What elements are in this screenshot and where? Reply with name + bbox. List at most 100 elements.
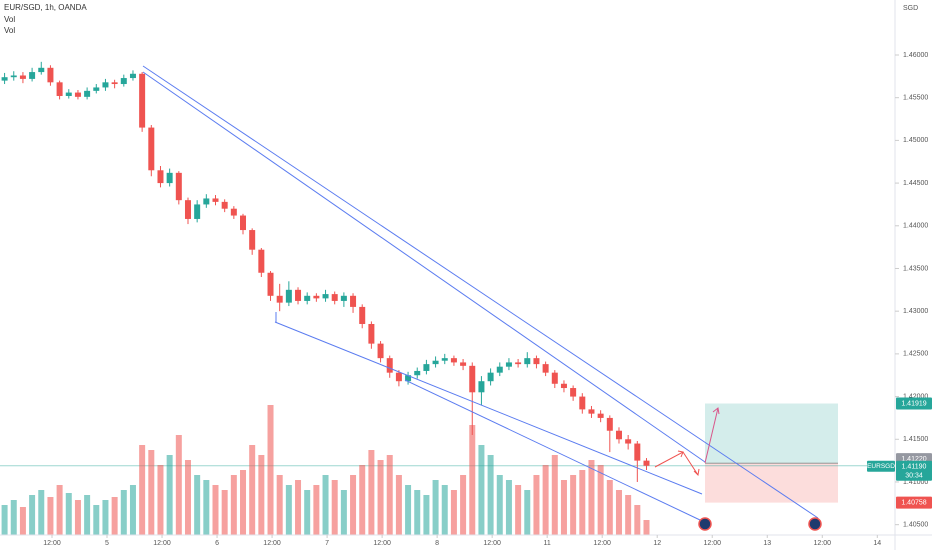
volume-bar <box>258 455 265 535</box>
candle-body <box>120 78 127 85</box>
x-tick-label: 12:00 <box>153 540 171 547</box>
volume-bar <box>643 520 650 535</box>
volume-bar <box>377 460 384 535</box>
profit-zone <box>705 403 838 464</box>
candle-body <box>615 430 622 440</box>
entry-label-text: 1.41220 <box>901 456 926 463</box>
candle-body <box>267 272 274 296</box>
candle-body <box>414 370 421 376</box>
candle-body <box>533 358 540 365</box>
volume-bar <box>175 435 182 535</box>
volume-bar <box>405 485 412 535</box>
y-tick-label: 1.40500 <box>903 522 928 529</box>
volume-bar <box>212 485 219 535</box>
target-label-text: 1.41919 <box>901 400 926 407</box>
target-label-box <box>896 397 932 410</box>
symbol-box <box>867 460 895 472</box>
volume-bar <box>551 455 558 535</box>
candle-body <box>111 82 118 85</box>
volume-bar <box>597 465 604 535</box>
stop-label-text: 1.40758 <box>901 499 926 506</box>
x-tick-label: 12:00 <box>593 540 611 547</box>
volume-bar <box>65 493 72 535</box>
volume-bar <box>441 485 448 535</box>
volume-bar <box>340 490 347 535</box>
candle-body <box>606 417 613 431</box>
candle-body <box>74 92 81 97</box>
volume-bar <box>38 490 45 535</box>
arrow <box>693 468 700 477</box>
volume-bar <box>460 475 467 535</box>
x-tick-label: 11 <box>544 540 551 547</box>
candle-body <box>258 249 265 273</box>
y-tick-label: 1.42000 <box>903 393 928 400</box>
x-tick-label: 12:00 <box>483 540 501 547</box>
trend-lines <box>142 65 819 521</box>
x-tick-label: 7 <box>325 540 329 547</box>
volume-bar <box>469 425 476 535</box>
candle-body <box>285 289 292 303</box>
volume-bar <box>19 507 26 535</box>
x-tick-label: 12:00 <box>703 540 721 547</box>
volume-bar <box>120 490 127 535</box>
y-tick-label: 1.43000 <box>903 308 928 315</box>
volume-bar <box>331 480 338 535</box>
x-tick-label: 8 <box>435 540 439 547</box>
arrow <box>704 407 719 464</box>
candle-body <box>560 383 567 389</box>
candle-body <box>625 439 632 444</box>
candle-body <box>93 87 100 91</box>
y-tick-label: 1.45500 <box>903 95 928 102</box>
volume-bar <box>423 495 430 535</box>
candle-body <box>597 413 604 418</box>
candle-body <box>496 366 503 373</box>
candle-body <box>102 82 109 88</box>
volume-bar <box>111 497 118 535</box>
x-tick-label: 12 <box>653 540 661 547</box>
trend-line <box>404 379 701 521</box>
volume-bar <box>184 460 191 535</box>
trend-line <box>274 321 703 495</box>
volume-bar <box>56 485 63 535</box>
candle-body <box>65 92 72 96</box>
candle-body <box>570 388 577 397</box>
candle-body <box>295 289 302 301</box>
candle-body <box>359 306 366 324</box>
loss-zone <box>705 463 838 503</box>
y-tick-label: 1.42500 <box>903 351 928 358</box>
candle-body <box>478 381 485 393</box>
candle-body <box>148 127 155 171</box>
volume-bar <box>515 485 522 535</box>
volume-bar <box>350 475 357 535</box>
y-tick-label: 1.46000 <box>903 52 928 59</box>
candle-body <box>212 198 219 202</box>
candle-body <box>56 82 63 96</box>
volume-bar <box>560 480 567 535</box>
candle-body <box>47 67 54 83</box>
volume-bar <box>570 475 577 535</box>
x-tick-label: 14 <box>873 540 881 547</box>
candle-body <box>304 295 311 301</box>
icons <box>698 517 822 531</box>
candle-body <box>221 201 228 209</box>
volume-layer <box>1 405 650 535</box>
volume-bar <box>615 490 622 535</box>
candle-body <box>249 230 256 250</box>
chart-title: EUR/SGD, 1h, OANDA <box>4 3 87 12</box>
volume-bar <box>240 470 247 535</box>
volume-bar <box>450 490 457 535</box>
candle-body <box>276 295 283 303</box>
candle-body <box>29 72 36 79</box>
x-tick-label: 13 <box>763 540 771 547</box>
candle-body <box>19 75 26 79</box>
event-icon <box>808 517 822 531</box>
volume-bar <box>194 475 201 535</box>
candle-body <box>230 208 237 216</box>
arrow <box>677 450 684 458</box>
volume-bar <box>359 465 366 535</box>
candle-body <box>322 294 329 299</box>
candle-body <box>460 362 467 366</box>
candle-body <box>386 358 393 373</box>
candle-body <box>157 170 164 184</box>
